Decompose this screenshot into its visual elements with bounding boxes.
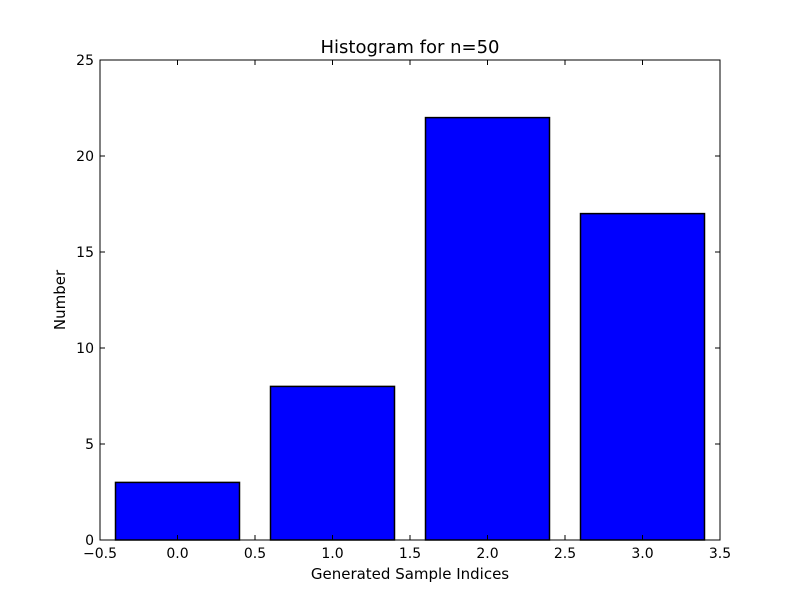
x-tick-label-3: 1.0 <box>321 546 343 562</box>
x-tick-label-7: 3.0 <box>631 546 653 562</box>
x-tick-label-1: 0.0 <box>166 546 188 562</box>
x-tick-label-6: 2.5 <box>554 546 576 562</box>
x-axis-label: Generated Sample Indices <box>311 565 509 583</box>
bar-1 <box>269 385 396 541</box>
y-tick-label-3: 15 <box>76 245 94 261</box>
y-tick-label-5: 25 <box>76 53 94 69</box>
bars-group <box>114 116 706 541</box>
x-tick-labels: −0.5 0.0 0.5 1.0 1.5 2.0 2.5 3.0 3.5 <box>83 546 731 562</box>
y-tick-label-0: 0 <box>85 533 94 549</box>
bar-3 <box>579 212 706 541</box>
chart-title: Histogram for n=50 <box>321 37 500 58</box>
bar-2 <box>424 116 551 541</box>
y-tick-label-2: 10 <box>76 341 94 357</box>
y-tick-labels: 0 5 10 15 20 25 <box>76 53 94 549</box>
x-tick-label-5: 2.0 <box>476 546 498 562</box>
ticks-group <box>99 59 721 541</box>
x-tick-label-2: 0.5 <box>244 546 266 562</box>
y-tick-label-1: 5 <box>85 437 94 453</box>
x-tick-label-8: 3.5 <box>709 546 731 562</box>
y-tick-label-4: 20 <box>76 149 94 165</box>
bar-0 <box>114 481 241 541</box>
y-axis-label: Number <box>51 269 69 330</box>
x-tick-label-0: −0.5 <box>83 546 117 562</box>
x-tick-label-4: 1.5 <box>399 546 421 562</box>
